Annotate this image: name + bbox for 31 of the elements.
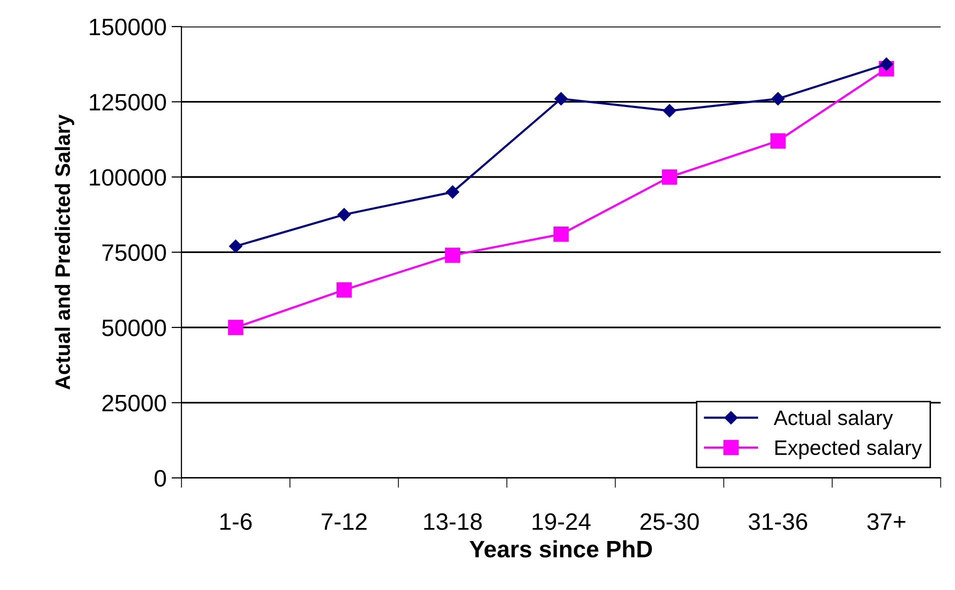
y-tick-label: 100000 [90, 169, 166, 186]
point [662, 104, 676, 118]
y-tick-label: 150000 [90, 18, 166, 36]
x-tick-label: 7-12 [322, 513, 367, 530]
x-tick-label: 37+ [867, 513, 906, 530]
legend-label: Actual salary [774, 410, 893, 430]
y-tick-label: 50000 [102, 320, 166, 336]
point [770, 133, 786, 149]
point [771, 92, 785, 106]
x-tick-label: 19-24 [532, 513, 591, 530]
point [554, 92, 568, 106]
point [229, 240, 242, 253]
y-axis-title: Actual and Predicted Salary [54, 114, 74, 390]
point [228, 320, 244, 336]
y-tick-label: 125000 [90, 94, 166, 111]
x-tick-label: 25-30 [640, 513, 699, 530]
point [336, 282, 352, 298]
point [446, 185, 460, 199]
point [553, 226, 569, 242]
x-tick-label: 1-6 [220, 513, 252, 530]
x-axis-title: Years since PhD [470, 540, 652, 558]
legend-label: Expected salary [775, 440, 922, 460]
x-tick-label: 13-18 [424, 513, 482, 530]
point [444, 248, 460, 263]
y-tick-label: 0 [154, 470, 166, 487]
point [662, 169, 678, 185]
point [338, 208, 351, 222]
y-tick-label: 25000 [102, 394, 166, 412]
x-tick-label: 31-36 [748, 513, 808, 530]
point [880, 58, 894, 71]
y-tick-label: 75000 [102, 244, 166, 262]
